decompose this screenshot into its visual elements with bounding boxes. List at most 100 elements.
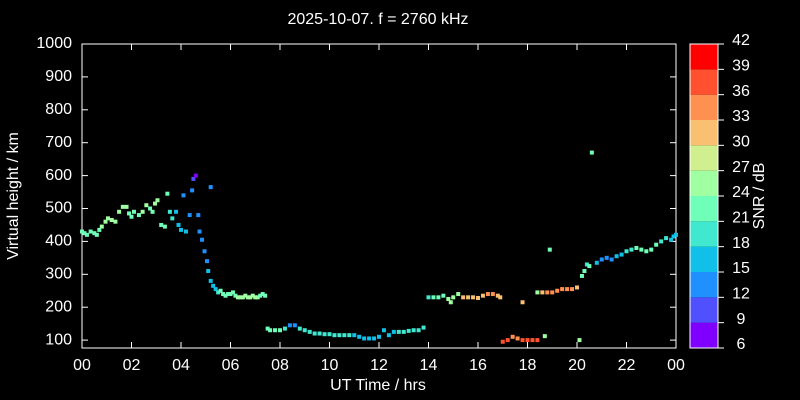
data-point <box>218 288 223 293</box>
data-point <box>233 293 238 298</box>
y-tick-label: 100 <box>45 331 72 348</box>
x-tick-label: 02 <box>123 357 141 374</box>
data-point <box>84 232 89 237</box>
colorbar-segment <box>690 221 718 247</box>
data-point <box>208 278 213 283</box>
data-point <box>485 292 490 297</box>
y-tick-label: 700 <box>45 134 72 151</box>
data-point <box>170 216 175 221</box>
data-point <box>187 213 192 218</box>
data-point <box>297 326 302 331</box>
data-point <box>238 295 243 300</box>
data-point <box>664 236 669 241</box>
data-point <box>644 249 649 254</box>
data-point <box>159 222 164 227</box>
data-point <box>226 292 231 297</box>
x-tick-label: 16 <box>469 357 487 374</box>
data-point <box>202 249 207 254</box>
colorbar-segment <box>690 120 718 146</box>
data-point <box>190 188 195 193</box>
data-point <box>263 293 268 298</box>
data-point <box>80 229 84 234</box>
y-tick-label: 1000 <box>36 35 72 52</box>
data-point <box>582 269 587 274</box>
data-point <box>327 332 332 337</box>
data-point <box>579 273 584 278</box>
data-point <box>594 260 599 265</box>
data-point <box>446 296 451 301</box>
data-point <box>99 224 104 229</box>
colorbar-tick-label: 33 <box>732 108 750 125</box>
data-point <box>255 295 260 300</box>
data-point <box>396 329 401 334</box>
data-point <box>268 328 273 333</box>
data-point <box>342 333 347 338</box>
data-point <box>193 173 198 178</box>
chart-title: 2025-10-07. f = 2760 kHz <box>287 11 468 28</box>
data-point <box>530 338 535 343</box>
data-point <box>540 290 545 295</box>
y-axis-label: Virtual height / km <box>5 132 22 260</box>
data-point <box>174 209 179 214</box>
data-point <box>357 334 362 339</box>
data-point <box>629 247 634 252</box>
data-point <box>547 247 552 252</box>
colorbar-tick-label: 30 <box>732 134 750 151</box>
data-point <box>117 209 122 214</box>
colorbar-segment <box>690 94 718 120</box>
data-point <box>609 257 614 262</box>
data-point <box>560 287 565 292</box>
data-point <box>332 333 337 338</box>
data-point <box>200 237 205 242</box>
data-point <box>162 224 167 229</box>
colorbar-tick-label: 12 <box>732 286 750 303</box>
data-point <box>614 254 619 259</box>
data-point <box>322 332 327 337</box>
data-point <box>103 219 108 224</box>
data-point <box>113 219 118 224</box>
data-point <box>302 328 307 333</box>
data-point <box>140 209 145 214</box>
data-point <box>243 293 248 298</box>
data-point <box>634 245 639 250</box>
data-point <box>153 201 158 206</box>
data-point <box>213 287 218 292</box>
data-point <box>570 287 575 292</box>
data-point <box>441 293 446 298</box>
data-point <box>674 232 678 237</box>
data-point <box>124 204 129 209</box>
data-point <box>278 328 282 333</box>
data-point <box>671 234 676 239</box>
data-point <box>273 328 278 333</box>
data-point <box>92 231 97 236</box>
colorbar-segment <box>690 145 718 171</box>
y-tick-label: 800 <box>45 101 72 118</box>
colorbar-segment <box>690 297 718 323</box>
data-point <box>436 295 441 300</box>
data-point <box>287 323 292 328</box>
data-point <box>228 292 233 297</box>
data-point <box>476 295 480 300</box>
data-point <box>550 290 555 295</box>
data-point <box>367 336 372 341</box>
data-point <box>230 290 235 295</box>
data-point <box>312 331 317 336</box>
data-point <box>248 295 253 300</box>
data-point <box>129 214 134 219</box>
data-point <box>260 292 265 297</box>
y-tick-label: 200 <box>45 298 72 315</box>
colorbar-segment <box>690 69 718 95</box>
data-point <box>520 300 525 305</box>
x-tick-label: 18 <box>519 357 537 374</box>
x-tick-label: 00 <box>667 357 685 374</box>
data-point <box>589 150 594 155</box>
data-point <box>426 295 431 300</box>
data-point <box>148 206 153 211</box>
colorbar-segment <box>690 196 718 222</box>
x-tick-label: 22 <box>618 357 636 374</box>
data-point <box>191 176 196 181</box>
data-point <box>555 288 560 293</box>
data-point <box>211 283 216 288</box>
data-point <box>510 334 515 339</box>
